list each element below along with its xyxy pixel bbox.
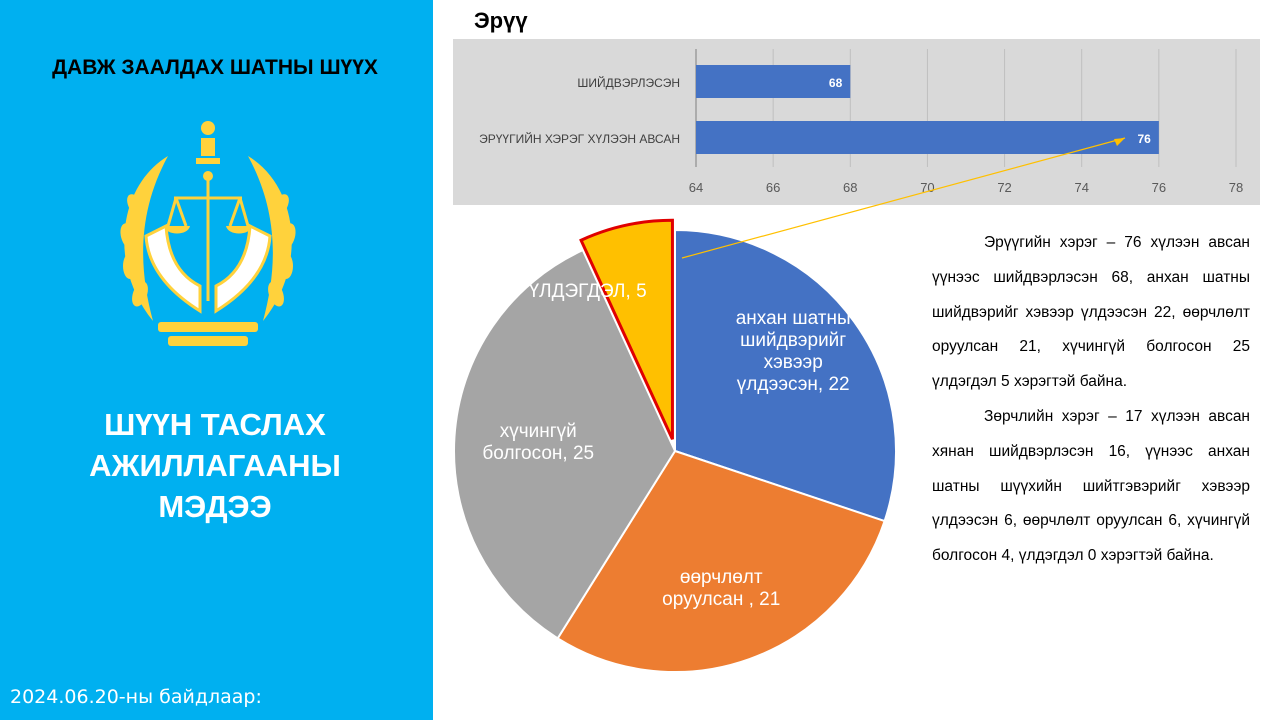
bar: [696, 121, 1159, 154]
description-violation: Зөрчлийн хэрэг – 17 хүлээн авсан хянан ш…: [932, 407, 1250, 565]
bar-chart: 64 66 68 70 72 74 76 78 ШИЙДВЭРЛЭСЭН 68 ЭРҮҮГИЙН Х…: [453, 39, 1260, 205]
pie-slice: [579, 218, 674, 440]
bar-x-tick-label: 68: [843, 180, 857, 195]
pie-slice: [556, 449, 886, 673]
bar-data-label: 68: [829, 76, 843, 90]
bar-chart-title: Эрүү: [474, 8, 528, 33]
court-title: ДАВЖ ЗААЛДАХ ШАТНЫ ШҮҮХ: [52, 56, 378, 79]
pie-data-label: ҮЛДЭГДЭЛ, 5: [529, 281, 647, 302]
bar-x-tick-label: 70: [920, 180, 934, 195]
main-title: ШҮҮН ТАСЛАХ АЖИЛЛАГААНЫ МЭДЭЭ: [89, 407, 341, 524]
bar-x-tick-label: 66: [766, 180, 780, 195]
bar-x-tick-label: 72: [997, 180, 1011, 195]
description-criminal: Эрүүгийн хэрэг – 76 хүлээн авсан үүнээс …: [932, 234, 1250, 391]
pie-slice: [453, 248, 677, 640]
bar-x-tick-label: 78: [1229, 180, 1243, 195]
pie-data-label: өөрчлөлт оруулсан , 21: [662, 567, 780, 610]
date-note: 2024.06.20-ны байдлаар:: [10, 686, 262, 708]
bar: [696, 65, 851, 98]
bar-category-label: ЭРҮҮГИЙН ХЭРЭГ ХҮЛЭЭН АВСАН: [479, 131, 680, 146]
bar-x-tick-label: 74: [1074, 180, 1088, 195]
pie-slice: [674, 228, 897, 523]
pie-data-label: хүчингүй болгосон, 25: [482, 421, 594, 464]
left-panel: ДАВЖ ЗААЛДАХ ШАТНЫ ШҮҮХ: [0, 0, 433, 720]
pie-data-label: анхан шатны шийдвэрийг хэвээр үлдээсэн, 22: [736, 308, 851, 395]
court-emblem-icon: [120, 121, 296, 346]
bar-chart-svg: 64 66 68 70 72 74 76 78 ШИЙДВЭРЛЭСЭН 68 ЭРҮҮГИЙН Х…: [479, 49, 1243, 195]
bar-data-label: 76: [1137, 132, 1151, 146]
description: Эрүүгийн хэрэг – 76 хүлээн авсан үүнээс …: [932, 226, 1250, 574]
bar-x-tick-label: 64: [689, 180, 703, 195]
bar-category-label: ШИЙДВЭРЛЭСЭН: [577, 75, 680, 90]
bar-x-tick-label: 76: [1152, 180, 1166, 195]
